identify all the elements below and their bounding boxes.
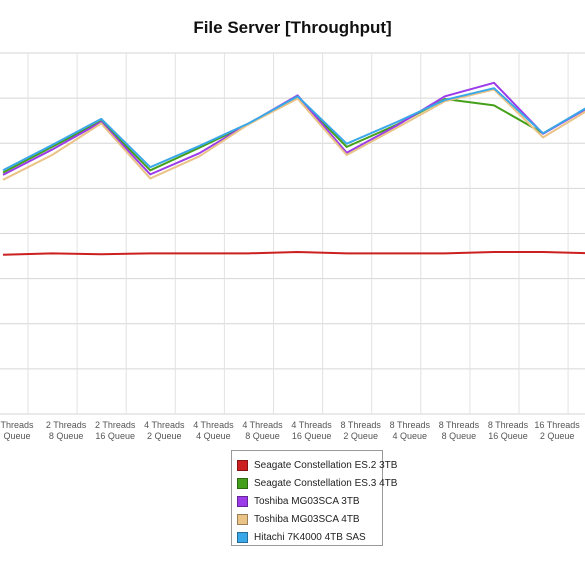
x-tick-label: 16 Threads 2 Queue <box>534 420 580 441</box>
legend: Seagate Constellation ES.2 3TB Seagate Co… <box>231 450 397 546</box>
series-line-3 <box>2 81 585 176</box>
legend-swatch <box>237 477 248 489</box>
x-tick-label: 8 Threads 8 Queue <box>439 420 480 441</box>
legend-item: Seagate Constellation ES.2 3TB <box>237 456 397 474</box>
legend-item: Seagate Constellation ES.3 4TB <box>237 474 397 492</box>
x-tick-label: 4 Threads 8 Queue <box>242 420 283 441</box>
legend-item: Hitachi 7K4000 4TB SAS <box>237 528 382 546</box>
legend-label: Toshiba MG03SCA 4TB <box>254 513 360 525</box>
x-tick-label: 2 Threads 16 Queue <box>95 420 136 441</box>
series-line-2 <box>2 96 585 174</box>
legend-swatch <box>237 495 248 507</box>
legend-label: Hitachi 7K4000 4TB SAS <box>254 531 366 543</box>
legend-swatch <box>237 513 248 525</box>
legend-label: Toshiba MG03SCA 3TB <box>254 495 360 507</box>
legend-label: Seagate Constellation ES.3 4TB <box>254 477 398 489</box>
series-line-5 <box>2 87 585 172</box>
x-tick-label: 4 Threads 16 Queue <box>291 420 332 441</box>
x-tick-label: 2 Threads 8 Queue <box>46 420 87 441</box>
x-tick-label: 8 Threads 2 Queue <box>341 420 382 441</box>
legend-item: Toshiba MG03SCA 4TB <box>237 510 382 528</box>
x-tick-label: 8 Threads 16 Queue <box>488 420 529 441</box>
chart-title: File Server [Throughput] <box>193 18 392 37</box>
x-tick-label: 8 Threads 4 Queue <box>390 420 431 441</box>
legend-label: Seagate Constellation ES.2 3TB <box>254 459 398 471</box>
legend-item: Toshiba MG03SCA 3TB <box>237 492 382 510</box>
x-tick-label: 4 Threads 4 Queue <box>193 420 234 441</box>
legend-swatch <box>237 459 248 471</box>
series-line-1 <box>2 251 585 256</box>
legend-swatch <box>237 531 248 543</box>
x-tick-label: 4 Threads 2 Queue <box>144 420 185 441</box>
x-tick-label: Threads Queue <box>0 420 34 441</box>
x-axis-tick-labels: Threads Queue 2 Threads 8 Queue 2 Threads 16 … <box>0 420 580 441</box>
series-lines <box>2 81 585 256</box>
gridlines <box>0 52 585 415</box>
series-line-4 <box>2 88 585 181</box>
